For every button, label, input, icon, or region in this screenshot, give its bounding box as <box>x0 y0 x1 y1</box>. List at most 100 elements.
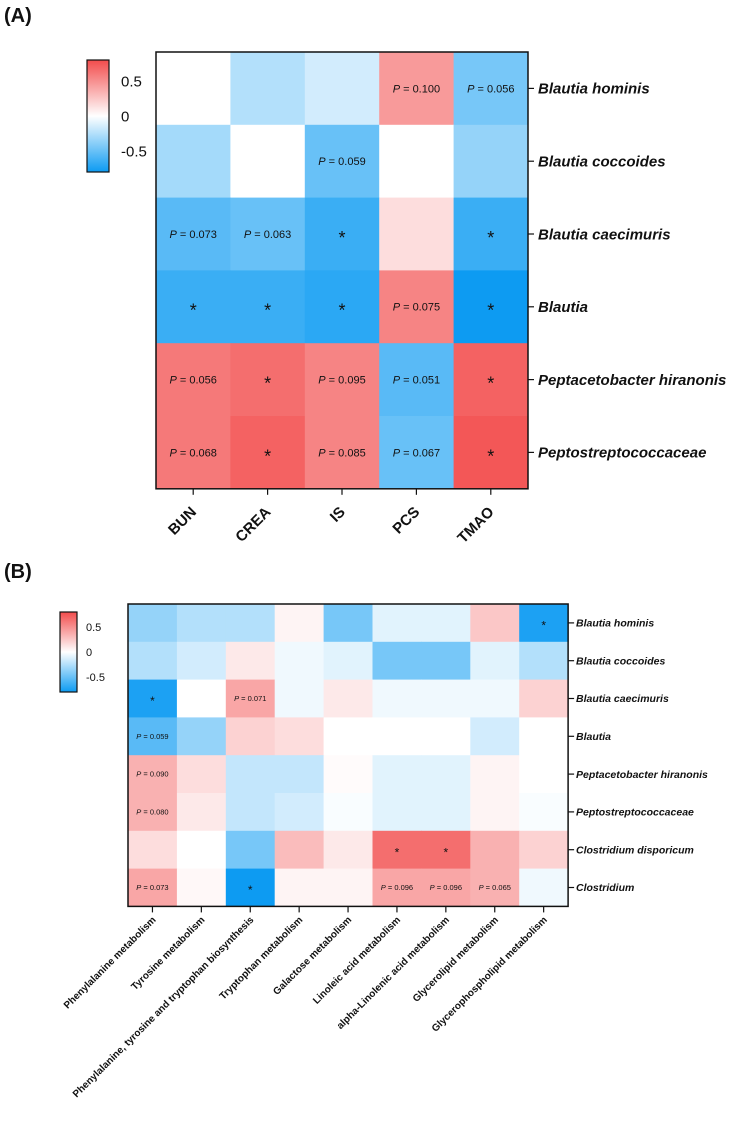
cell-annotation: * <box>190 301 197 321</box>
heatmap-cell <box>230 197 306 271</box>
heatmap-cell <box>304 52 380 126</box>
colorbar <box>86 59 110 173</box>
row-label: Blautia coccoides <box>576 655 665 667</box>
heatmap-cell <box>323 641 373 681</box>
heatmap-cell <box>128 793 178 832</box>
heatmap-cell <box>323 679 373 718</box>
heatmap-cell <box>274 830 325 870</box>
cell-annotation: P = 0.051 <box>393 374 440 386</box>
heatmap-cell <box>274 641 325 681</box>
row-label: Peptostreptococcaceae <box>538 445 706 462</box>
cell-annotation: * <box>264 374 271 394</box>
cell-annotation: P = 0.068 <box>169 447 216 459</box>
heatmap-cell <box>453 52 529 126</box>
cell-annotation: P = 0.056 <box>467 83 514 95</box>
cell-annotation: P = 0.096 <box>430 883 462 892</box>
heatmap-cell <box>230 270 306 344</box>
heatmap-cell <box>156 52 231 126</box>
heatmap-cell <box>421 868 471 907</box>
row-label: Blautia hominis <box>538 81 650 98</box>
heatmap-cell <box>379 270 455 344</box>
cell-annotation: P = 0.067 <box>393 447 440 459</box>
heatmap-cell <box>323 717 373 756</box>
cell-annotation: * <box>150 694 155 708</box>
heatmap-cell <box>225 717 276 756</box>
heatmap-cell <box>323 604 373 643</box>
heatmap-cell <box>519 604 569 643</box>
heatmap-cell <box>274 868 325 907</box>
heatmap-cell <box>128 830 178 870</box>
heatmap-cell <box>274 679 325 718</box>
heatmap-cell <box>128 755 178 794</box>
heatmap-cell <box>323 830 373 870</box>
cell-annotation: * <box>487 228 494 248</box>
heatmap-cell <box>156 197 231 271</box>
cell-annotation: P = 0.096 <box>381 883 413 892</box>
heatmap-cell <box>323 868 373 907</box>
cell-annotation: P = 0.073 <box>136 883 168 892</box>
heatmap-cell <box>176 679 227 718</box>
heatmap-cell <box>304 343 380 417</box>
colorbar-tick-label: 0 <box>86 647 92 659</box>
colorbar-tick-label: 0.5 <box>121 73 142 90</box>
heatmap-cell <box>304 416 380 490</box>
cell-annotation: P = 0.085 <box>318 447 365 459</box>
row-label: Blautia hominis <box>576 618 654 630</box>
cell-annotation: * <box>487 446 494 466</box>
heatmap-cell <box>453 343 529 417</box>
column-label: IS <box>327 504 349 526</box>
heatmap-cell <box>128 641 178 681</box>
heatmap-cell <box>372 679 422 718</box>
cell-annotation: * <box>487 374 494 394</box>
heatmap-cell <box>128 679 178 718</box>
heatmap-cell <box>372 717 422 756</box>
heatmap-cell <box>225 604 276 643</box>
cell-annotation: * <box>264 301 271 321</box>
heatmap-cell <box>225 793 276 832</box>
row-label: Peptacetobacter hiranonis <box>576 769 708 781</box>
heatmap-cell <box>421 717 471 756</box>
cell-annotation: P = 0.071 <box>234 694 266 703</box>
heatmap-cell <box>225 755 276 794</box>
column-label: Tryptophan metabolism <box>218 915 306 1003</box>
column-label: Glycerolipid metabolism <box>411 915 501 1005</box>
heatmap-cell <box>230 343 306 417</box>
cell-annotation: P = 0.056 <box>169 374 216 386</box>
colorbar-tick-label: -0.5 <box>86 672 105 684</box>
row-label: Clostridium disporicum <box>576 844 694 856</box>
cell-annotation: * <box>338 301 345 321</box>
cell-annotation: * <box>264 446 271 466</box>
heatmap-cell <box>421 679 471 718</box>
cell-annotation: P = 0.095 <box>318 374 365 386</box>
heatmap-cell <box>176 717 227 756</box>
heatmap-cell <box>519 868 569 907</box>
heatmap-cell <box>519 755 569 794</box>
heatmap-cell <box>225 830 276 870</box>
cell-annotation: P = 0.080 <box>136 808 168 817</box>
heatmap-cell <box>470 793 520 832</box>
heatmap-cell <box>379 52 455 126</box>
cell-annotation: * <box>487 301 494 321</box>
cell-annotation: * <box>444 845 449 859</box>
row-label: Peptostreptococcaceae <box>576 807 694 819</box>
cell-annotation: P = 0.073 <box>169 229 216 241</box>
heatmap-cell <box>128 604 178 643</box>
heatmap-cell <box>225 868 276 907</box>
heatmap-cell <box>225 641 276 681</box>
heatmap-cell <box>176 755 227 794</box>
colorbar-tick-label: -0.5 <box>121 143 147 160</box>
heatmap-panel-a: (A) P = 0.100 P = 0.056 P = 0.059 P = 0.073 P… <box>4 5 726 547</box>
heatmap-cell <box>519 717 569 756</box>
row-label: Clostridium <box>576 882 634 894</box>
cell-annotation: P = 0.063 <box>244 229 291 241</box>
heatmap-cell <box>176 868 227 907</box>
colorbar <box>59 611 78 693</box>
heatmap-cell <box>372 830 422 870</box>
row-label: Blautia caecimuris <box>576 693 669 705</box>
heatmap-cell <box>156 343 231 417</box>
colorbar-tick-label: 0.5 <box>86 622 101 634</box>
heatmap-cell <box>519 830 569 870</box>
heatmap-cell <box>176 641 227 681</box>
cell-annotation: P = 0.059 <box>318 156 365 168</box>
